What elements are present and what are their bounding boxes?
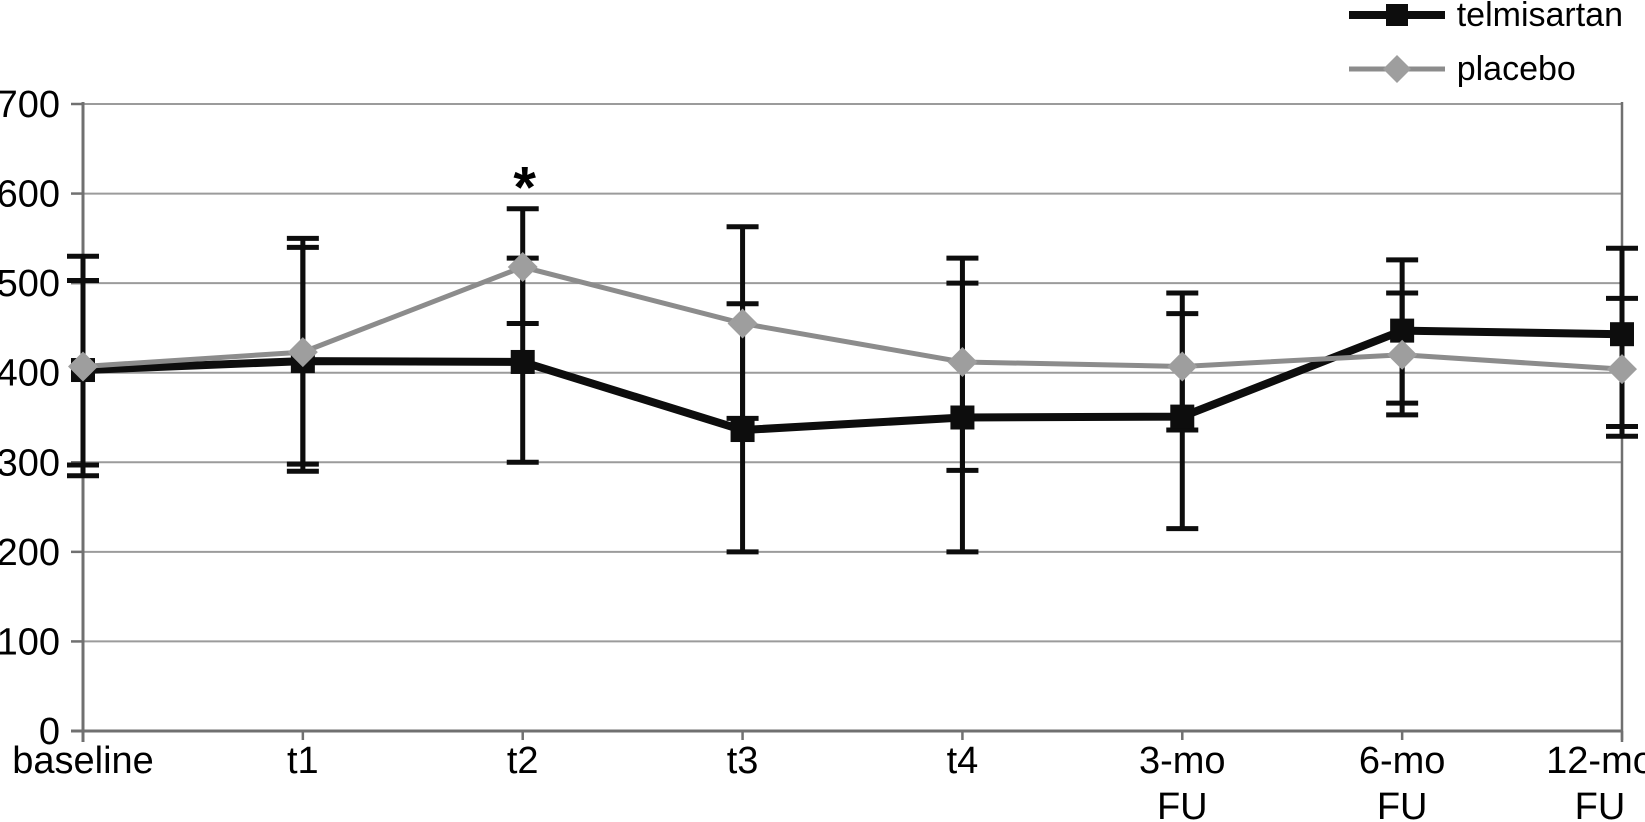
error-bars <box>67 206 1638 555</box>
marker-diamond-placebo <box>947 346 978 377</box>
marker-square-telmisartan <box>1390 318 1415 343</box>
x-tick-label: t4 <box>947 740 979 782</box>
marker-square-telmisartan <box>510 349 535 374</box>
series-markers-telmisartan <box>71 318 1634 443</box>
marker-square-telmisartan <box>950 405 975 430</box>
significance-asterisk: * <box>513 156 536 221</box>
legend-item-placebo: placebo <box>1347 42 1623 96</box>
legend: telmisartan placebo <box>1347 0 1623 96</box>
marker-square-telmisartan <box>730 418 755 443</box>
y-axis-labels: 0 100 200 300 400 500 600 700 <box>0 84 60 753</box>
legend-label-placebo: placebo <box>1456 50 1576 88</box>
y-tick-label: 600 <box>0 174 60 216</box>
placebo-swatch-marker <box>1382 55 1411 83</box>
legend-label-telmisartan: telmisartan <box>1456 0 1623 34</box>
x-tick-label: baseline <box>12 740 154 782</box>
y-tick-label: 200 <box>0 532 60 574</box>
marker-square-telmisartan <box>1170 404 1195 429</box>
marker-diamond-placebo <box>1167 351 1198 382</box>
gridlines <box>71 102 1622 733</box>
marker-diamond-placebo <box>1607 354 1637 385</box>
series-markers-placebo <box>68 252 1637 385</box>
x-tick-label: t1 <box>287 740 319 782</box>
y-tick-label: 400 <box>0 353 60 395</box>
legend-item-telmisartan: telmisartan <box>1347 0 1623 42</box>
y-tick-label: 100 <box>0 621 60 663</box>
y-tick-label: 300 <box>0 442 60 484</box>
marker-square-telmisartan <box>1610 322 1634 347</box>
x-tick-label: 3-mo FU <box>1139 740 1226 822</box>
x-axis-labels: baseline t1 t2 t3 t4 3-mo FU 6-mo FU 12-mo FU <box>12 740 1645 822</box>
x-tick-label: 6-mo FU <box>1359 740 1446 822</box>
marker-diamond-placebo <box>68 351 98 382</box>
placebo-swatch-icon <box>1348 55 1445 83</box>
y-tick-label: 500 <box>0 263 60 305</box>
marker-diamond-placebo <box>1387 339 1418 370</box>
x-tick-label: t3 <box>727 740 759 782</box>
marker-diamond-placebo <box>507 252 538 283</box>
x-tick-label: 12-mo FU <box>1546 740 1645 822</box>
y-tick-label: 0 <box>39 711 60 753</box>
y-tick-label: 700 <box>0 84 60 126</box>
telmisartan-swatch-marker <box>1385 4 1408 26</box>
marker-diamond-placebo <box>287 337 318 368</box>
series-line-placebo <box>82 264 1623 372</box>
series-line-telmisartan <box>82 326 1623 435</box>
marker-diamond-placebo <box>727 308 758 339</box>
x-tick-label: t2 <box>507 740 539 782</box>
telmisartan-swatch-icon <box>1348 4 1445 26</box>
